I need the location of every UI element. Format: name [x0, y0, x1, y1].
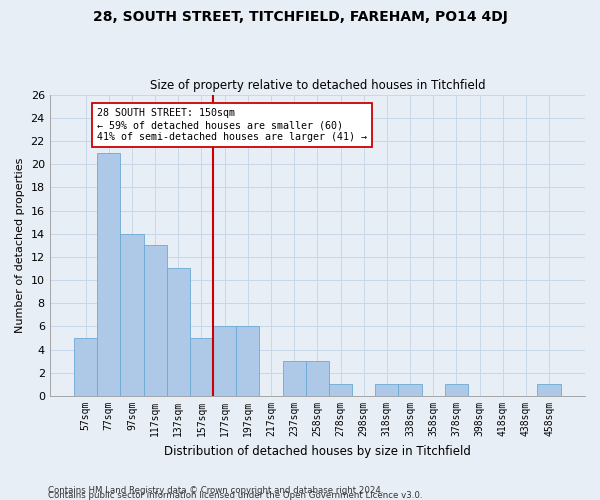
Bar: [74, 338, 97, 396]
Bar: [398, 384, 422, 396]
Bar: [329, 384, 352, 396]
Bar: [190, 338, 213, 396]
Bar: [306, 362, 329, 396]
Bar: [213, 326, 236, 396]
Text: Contains public sector information licensed under the Open Government Licence v3: Contains public sector information licen…: [48, 491, 422, 500]
Text: Contains HM Land Registry data © Crown copyright and database right 2024.: Contains HM Land Registry data © Crown c…: [48, 486, 383, 495]
Y-axis label: Number of detached properties: Number of detached properties: [15, 158, 25, 333]
Bar: [375, 384, 398, 396]
Bar: [143, 246, 167, 396]
Bar: [283, 362, 306, 396]
Bar: [236, 326, 259, 396]
Text: 28, SOUTH STREET, TITCHFIELD, FAREHAM, PO14 4DJ: 28, SOUTH STREET, TITCHFIELD, FAREHAM, P…: [92, 10, 508, 24]
Bar: [445, 384, 468, 396]
Bar: [167, 268, 190, 396]
Bar: [538, 384, 560, 396]
Bar: [121, 234, 143, 396]
Title: Size of property relative to detached houses in Titchfield: Size of property relative to detached ho…: [149, 79, 485, 92]
X-axis label: Distribution of detached houses by size in Titchfield: Distribution of detached houses by size …: [164, 444, 471, 458]
Bar: [97, 152, 121, 396]
Text: 28 SOUTH STREET: 150sqm
← 59% of detached houses are smaller (60)
41% of semi-de: 28 SOUTH STREET: 150sqm ← 59% of detache…: [97, 108, 367, 142]
